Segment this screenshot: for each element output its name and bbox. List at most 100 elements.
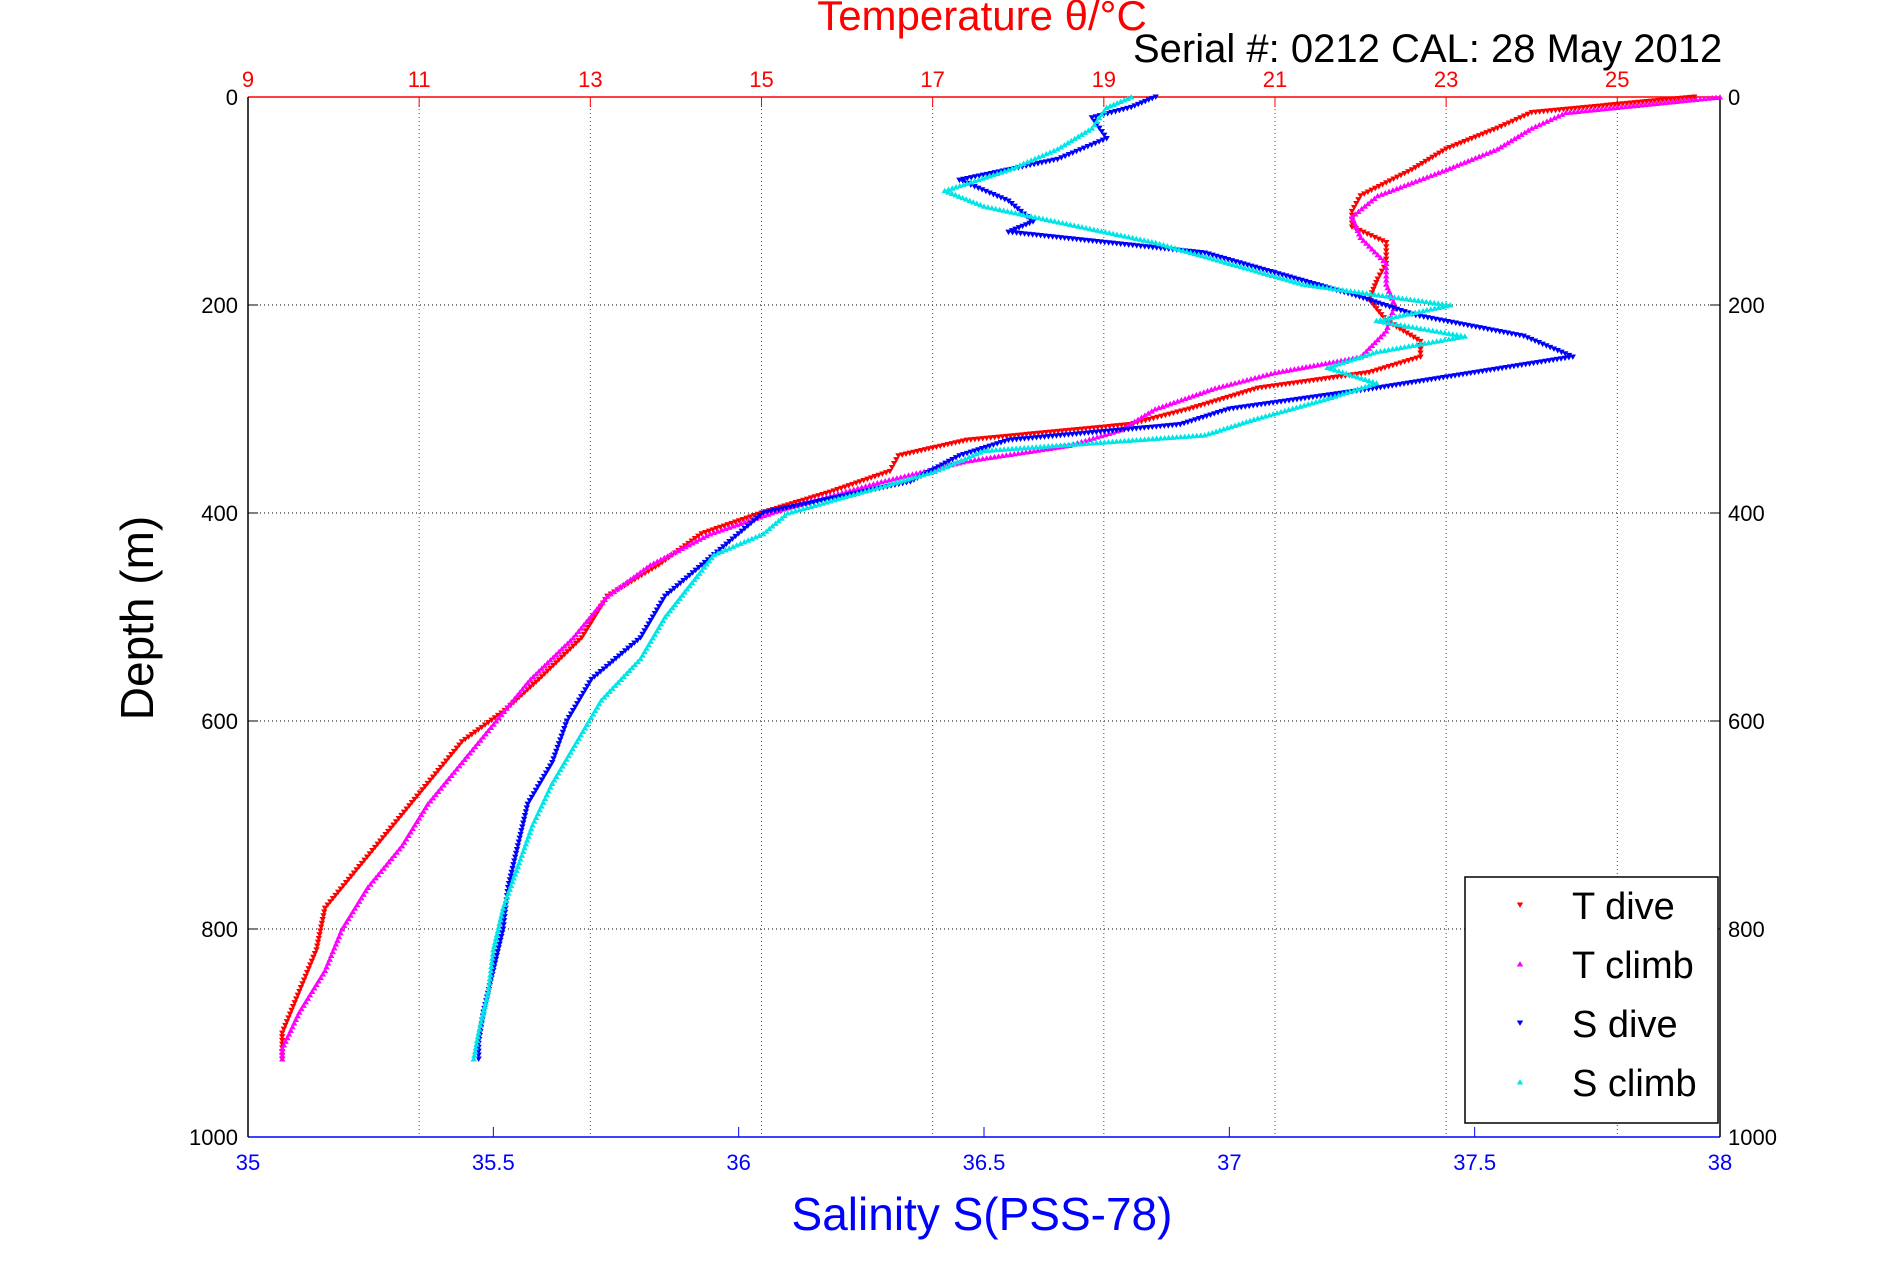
t-climb-point: [1267, 370, 1275, 377]
s-dive-point: [1022, 222, 1030, 228]
t-dive-point: [652, 564, 659, 570]
s-climb-point: [1421, 340, 1428, 346]
t-climb-point: [661, 554, 668, 561]
s-climb-point: [952, 191, 959, 198]
t-dive-point: [1417, 346, 1424, 353]
s-climb-point: [482, 999, 489, 1006]
s-dive-point: [557, 737, 564, 743]
t-dive-point: [893, 457, 900, 463]
t-climb-point: [1412, 178, 1419, 184]
t-climb-point: [1669, 98, 1676, 105]
t-climb-point: [530, 673, 537, 680]
t-climb-point: [418, 811, 425, 818]
s-climb-point: [1120, 97, 1128, 103]
s-climb-point: [819, 500, 826, 506]
s-climb-point: [960, 181, 967, 188]
t-dive-point: [1528, 110, 1535, 116]
s-climb-point: [916, 472, 923, 479]
t-climb-point: [422, 804, 429, 811]
s-dive-point: [567, 711, 575, 717]
t-climb-point: [1681, 97, 1688, 104]
t-dive-point: [337, 886, 345, 892]
s-climb-point: [772, 520, 779, 526]
t-dive-point: [382, 832, 389, 838]
t-climb-point: [1151, 406, 1159, 412]
t-climb-point: [435, 788, 442, 794]
s-climb-point: [571, 742, 578, 748]
t-climb-point: [1501, 141, 1508, 148]
s-dive-point: [1101, 132, 1108, 139]
s-climb-point: [540, 799, 547, 805]
s-climb-point: [484, 992, 491, 998]
s-climb-point: [943, 463, 950, 470]
s-climb-point: [679, 592, 686, 598]
t-dive-point: [1372, 185, 1379, 192]
t-dive-point: [411, 796, 418, 803]
s-dive-point: [555, 741, 563, 747]
s-climb-point: [1035, 154, 1042, 160]
legend-marker: [1516, 961, 1524, 967]
s-climb-point: [1358, 353, 1365, 360]
t-climb-point: [1299, 364, 1306, 371]
s-climb-point: [1413, 341, 1420, 348]
s-dive-point: [1080, 145, 1088, 152]
s-climb-point: [657, 621, 665, 627]
t-climb-point: [901, 473, 908, 479]
t-climb-point: [1357, 234, 1364, 240]
t-climb-point: [506, 702, 513, 708]
t-climb-point: [580, 622, 587, 628]
s-climb-point: [1168, 244, 1175, 250]
t-dive-point: [564, 649, 571, 655]
t-dive-point: [1415, 163, 1422, 169]
t-dive-point: [319, 916, 326, 923]
s-climb-point: [1365, 351, 1373, 357]
s-dive-point: [649, 614, 656, 620]
t-climb-point: [567, 637, 574, 644]
s-dive-point: [526, 798, 533, 804]
s-climb-point: [525, 833, 532, 839]
t-climb-point: [279, 1045, 286, 1052]
s-dive-point: [586, 680, 593, 686]
s-dive-point: [645, 621, 652, 627]
s-climb-point: [1437, 337, 1444, 344]
s-climb-point: [854, 490, 861, 496]
t-dive-point: [488, 717, 495, 724]
s-climb-point: [1391, 294, 1398, 300]
s-dive-point: [522, 809, 530, 815]
s-dive-point: [1558, 349, 1565, 356]
y-tick-label-right: 0: [1728, 85, 1740, 110]
s-climb-point: [1212, 428, 1220, 434]
s-dive-point: [554, 744, 561, 751]
t-climb-point: [722, 525, 729, 532]
s-climb-point: [904, 476, 912, 482]
s-climb-point: [1350, 387, 1358, 393]
t-climb-point: [1420, 175, 1427, 182]
s-dive-point: [935, 464, 942, 470]
y-tick-label: 800: [201, 917, 238, 942]
s-climb-point: [1193, 432, 1200, 439]
t-climb-point: [1551, 114, 1558, 121]
t-dive-point: [462, 736, 469, 743]
t-climb-point: [396, 846, 403, 852]
s-climb-point: [1375, 292, 1382, 298]
s-climb-point: [1354, 386, 1361, 392]
s-dive-point: [509, 865, 516, 872]
s-climb-point: [1408, 310, 1415, 316]
t-dive-point: [440, 761, 447, 768]
t-dive-point: [408, 800, 416, 806]
s-climb-point: [1453, 334, 1461, 341]
t-climb-point: [1521, 129, 1529, 135]
s-climb-point: [752, 534, 759, 540]
s-climb-point: [1431, 305, 1438, 311]
s-climb-point: [637, 655, 644, 662]
t-climb-point: [983, 455, 990, 461]
t-climb-point: [598, 599, 606, 606]
t-climb-point: [1431, 171, 1438, 177]
t-climb-point: [1461, 159, 1468, 165]
s-climb-point: [889, 480, 896, 487]
t-dive-point: [419, 787, 426, 793]
s-climb-point: [1012, 209, 1019, 216]
t-climb-point: [1525, 127, 1532, 133]
s-climb-point: [1346, 357, 1354, 363]
t-dive-point: [1373, 279, 1380, 286]
